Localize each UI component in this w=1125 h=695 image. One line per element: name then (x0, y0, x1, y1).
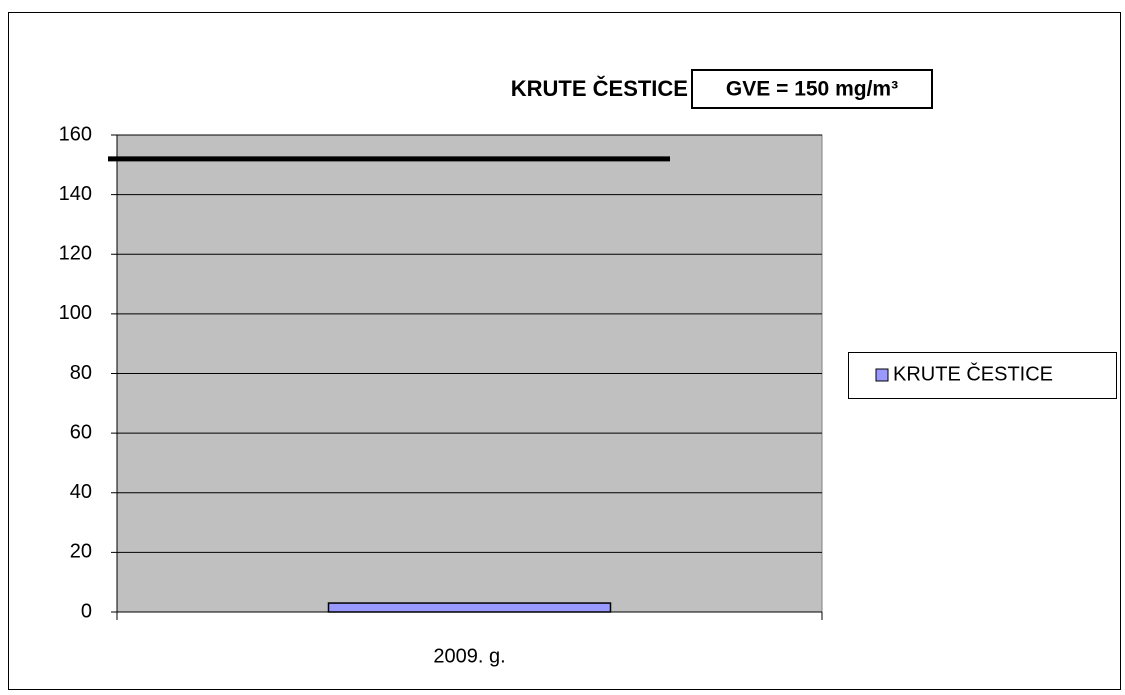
y-tick-label: 160 (59, 123, 92, 145)
x-tick-label: 2009. g. (433, 645, 505, 667)
legend-marker (875, 368, 889, 382)
y-tick-label: 20 (70, 541, 92, 563)
y-tick-label: 140 (59, 183, 92, 205)
y-tick-label: 0 (81, 600, 92, 622)
y-tick-label: 60 (70, 421, 92, 443)
y-tick-label: 120 (59, 243, 92, 265)
y-tick-label: 80 (70, 362, 92, 384)
legend-box (848, 352, 1117, 399)
annotation: GVE = 150 mg/m³ (726, 78, 898, 101)
y-tick-label: 100 (59, 302, 92, 324)
annotation-box (691, 69, 933, 109)
y-tick-label: 40 (70, 481, 92, 503)
chart-title: KRUTE ČESTICE (511, 76, 688, 101)
legend-label: KRUTE ČESTICE (893, 362, 1053, 385)
bar (327, 602, 612, 613)
